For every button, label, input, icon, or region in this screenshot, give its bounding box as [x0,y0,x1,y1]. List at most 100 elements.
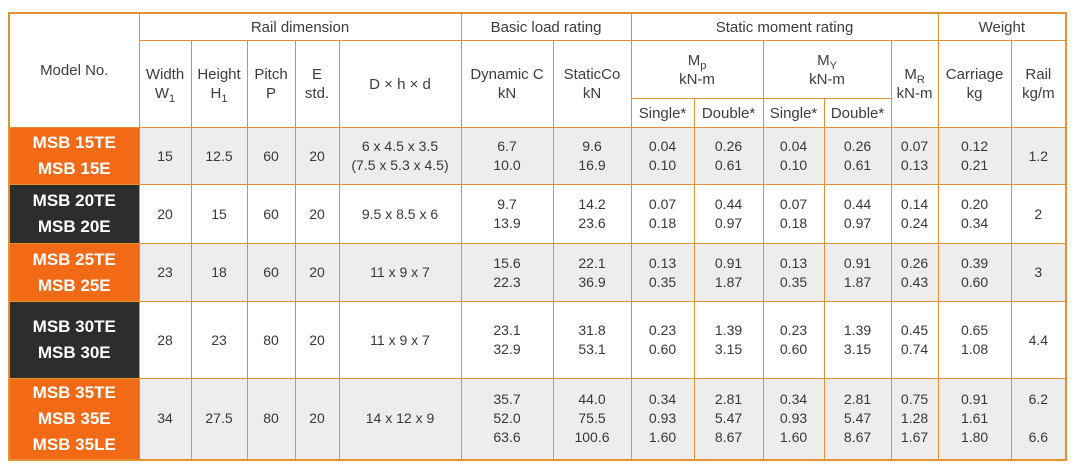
cell-carriage: 0.65 1.08 [937,301,1012,379]
model-label: MSB 35E [37,408,111,428]
cell-e_std: 20 [294,127,340,185]
cell-mp_single: 0.13 0.35 [630,243,695,302]
cell-my_double: 0.44 0.97 [823,184,892,244]
spec-table: Model No. Rail dimension Basic load rati… [8,12,1068,461]
col-pitch-symbol: P [265,85,276,102]
col-width-symbol: W1 [154,85,176,105]
cell-rail: 6.2 6.6 [1010,378,1067,460]
table-header: Model No. Rail dimension Basic load rati… [8,12,1067,128]
cell-dxhxd: 11 x 9 x 7 [338,243,462,302]
cell-dynamic_c: 35.7 52.0 63.6 [460,378,554,460]
model-label: MSB 25E [37,275,111,295]
cell-dxhxd: 9.5 x 8.5 x 6 [338,184,462,244]
cell-width: 23 [138,243,192,302]
table-body: MSB 15TE MSB 15E 15 12.5 60 20 6 x 4.5 x 3.5 (7… [8,127,1067,460]
model-label: MSB 35TE [32,382,116,402]
cell-dynamic_c: 15.6 22.3 [460,243,554,302]
cell-mp_double: 2.81 5.47 8.67 [693,378,764,460]
col-my-symbol: MY [817,51,837,72]
cell-static_co: 44.0 75.5 100.6 [552,378,632,460]
model-label: MSB 15TE [32,133,116,152]
cell-mp_double: 1.39 3.15 [693,301,764,379]
cell-e_std: 20 [294,184,340,244]
model-label: MSB 20TE [32,191,116,210]
col-carriage-line1: Carriage [945,66,1004,83]
table-row: MSB 25TE MSB 25E 23 18 60 20 11 x 9 x 7 15.6 22.… [8,243,1067,302]
col-width: Width W1 [138,40,192,128]
cell-static_co: 22.1 36.9 [552,243,632,302]
col-rail-line2: kg/m [1022,85,1055,102]
cell-rail: 3 [1010,243,1067,302]
cell-pitch: 60 [246,127,296,185]
cell-rail: 1.2 [1010,127,1067,185]
model-cell: MSB 15TE MSB 15E [8,127,140,185]
cell-my_single: 0.13 0.35 [762,243,825,302]
col-my: MY kN-m [762,40,892,99]
model-cell: MSB 20TE MSB 20E [8,184,140,244]
cell-height: 15 [190,184,248,244]
cell-pitch: 60 [246,243,296,302]
group-basic-load-rating: Basic load rating [460,12,632,41]
model-label: MSB 35LE [32,434,116,454]
col-carriage-line2: kg [966,85,983,102]
cell-my_single: 0.04 0.10 [762,127,825,185]
col-pitch: Pitch P [246,40,296,128]
cell-height: 18 [190,243,248,302]
col-height-symbol: H1 [210,85,228,105]
cell-mr: 0.75 1.28 1.67 [890,378,939,460]
col-width-label: Width [145,66,185,83]
col-dynamic-c-line2: kN [497,85,517,102]
group-rail-dimension: Rail dimension [138,12,462,41]
cell-mp_single: 0.07 0.18 [630,184,695,244]
col-carriage: Carriage kg [937,40,1012,128]
cell-my_single: 0.34 0.93 1.60 [762,378,825,460]
col-mr: MR kN-m [890,40,939,128]
cell-my_single: 0.23 0.60 [762,301,825,379]
col-model-no: Model No. [8,12,140,128]
table-row: MSB 35TE MSB 35E MSB 35LE 34 27.5 80 20 14 x 12… [8,378,1067,460]
group-static-moment-rating: Static moment rating [630,12,939,41]
cell-my_double: 0.91 1.87 [823,243,892,302]
col-pitch-label: Pitch [254,66,288,83]
cell-rail: 4.4 [1010,301,1067,379]
model-cell: MSB 30TE MSB 30E [8,301,140,379]
cell-static_co: 14.2 23.6 [552,184,632,244]
cell-mp_double: 0.26 0.61 [693,127,764,185]
col-e-std-line1: E [311,66,322,83]
cell-static_co: 31.8 53.1 [552,301,632,379]
cell-width: 20 [138,184,192,244]
cell-mr: 0.45 0.74 [890,301,939,379]
model-cell: MSB 35TE MSB 35E MSB 35LE [8,378,140,460]
table-row: MSB 20TE MSB 20E 20 15 60 20 9.5 x 8.5 x 6 9.7 1… [8,184,1067,244]
cell-pitch: 80 [246,301,296,379]
cell-mr: 0.26 0.43 [890,243,939,302]
col-rail-line1: Rail [1025,66,1052,83]
model-label: MSB 20E [37,217,111,236]
cell-dynamic_c: 23.1 32.9 [460,301,554,379]
model-label: MSB 15E [37,159,111,178]
col-mr-unit: kN-m [896,85,933,102]
cell-rail: 2 [1010,184,1067,244]
col-height-label: Height [197,66,241,83]
cell-e_std: 20 [294,378,340,460]
cell-width: 34 [138,378,192,460]
group-weight: Weight [937,12,1067,41]
cell-mp_double: 0.91 1.87 [693,243,764,302]
col-static-co: StaticCo kN [552,40,632,128]
col-my-unit: kN-m [809,70,845,88]
col-e-std: E std. [294,40,340,128]
col-static-co-line2: kN [582,85,602,102]
cell-my_double: 0.26 0.61 [823,127,892,185]
cell-pitch: 60 [246,184,296,244]
cell-my_single: 0.07 0.18 [762,184,825,244]
col-my-single: Single* [762,98,825,128]
col-e-std-line2: std. [304,85,330,102]
cell-static_co: 9.6 16.9 [552,127,632,185]
cell-dxhxd: 6 x 4.5 x 3.5 (7.5 x 5.3 x 4.5) [338,127,462,185]
cell-carriage: 0.91 1.61 1.80 [937,378,1012,460]
cell-mp_double: 0.44 0.97 [693,184,764,244]
col-dynamic-c: Dynamic C kN [460,40,554,128]
col-mp-single: Single* [630,98,695,128]
cell-mp_single: 0.04 0.10 [630,127,695,185]
col-rail: Rail kg/m [1010,40,1067,128]
